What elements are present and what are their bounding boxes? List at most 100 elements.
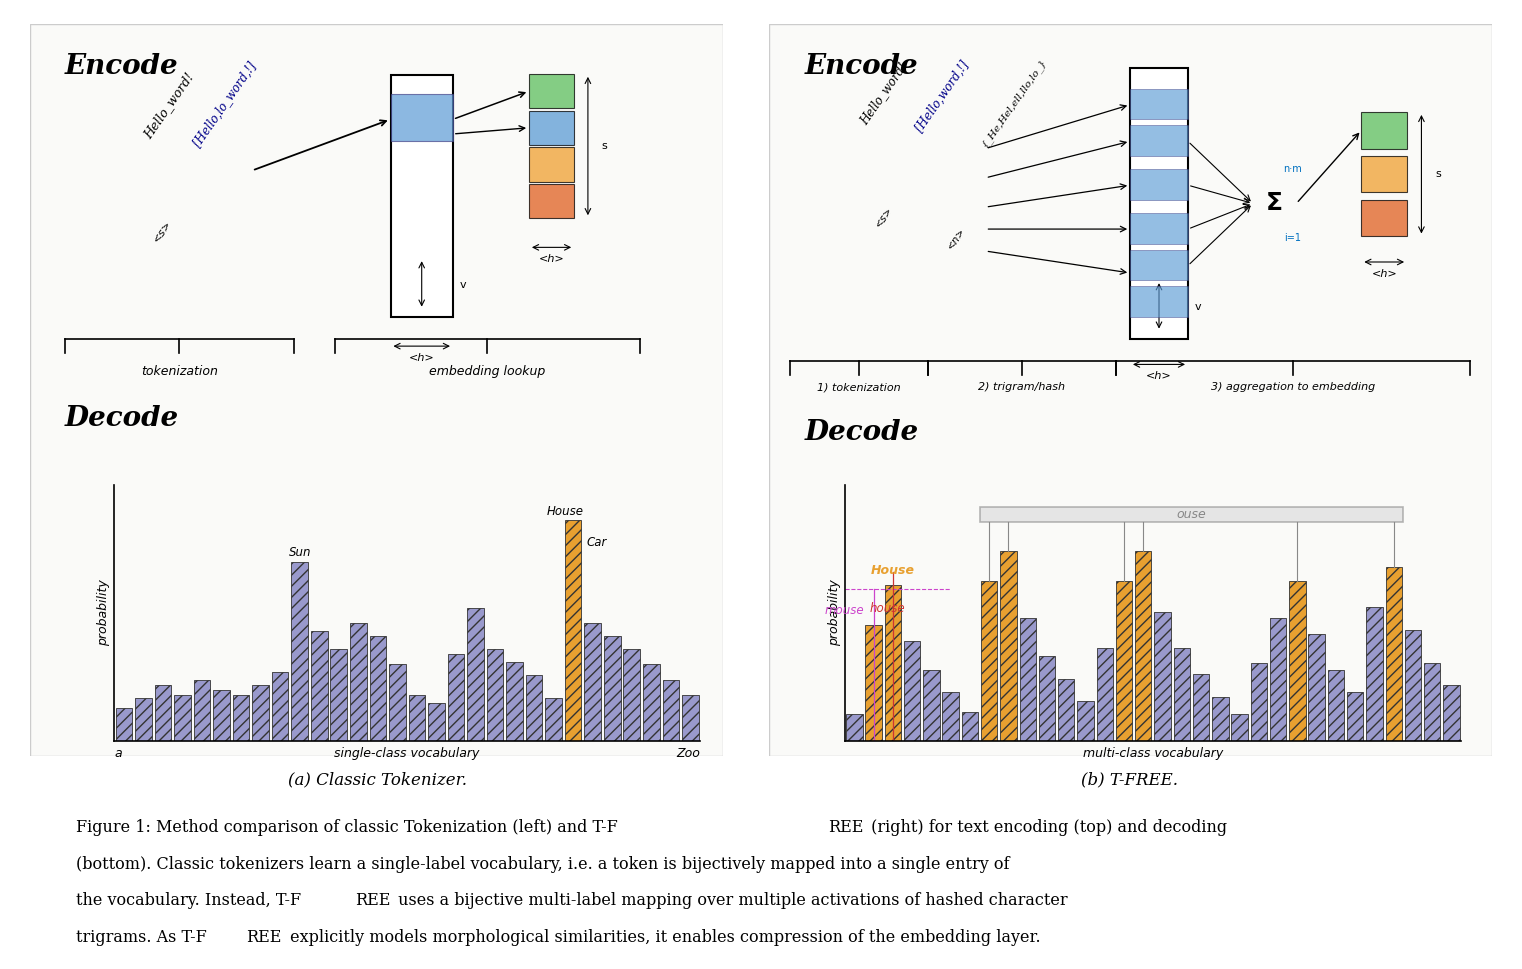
- Text: <n>: <n>: [945, 226, 968, 251]
- Text: house: house: [869, 602, 906, 614]
- Bar: [924, 670, 939, 741]
- Bar: [530, 147, 574, 181]
- Bar: [1362, 200, 1406, 236]
- Bar: [1154, 611, 1170, 741]
- Text: (right) for text encoding (top) and decoding: (right) for text encoding (top) and deco…: [866, 819, 1227, 836]
- Bar: [1096, 647, 1113, 741]
- Text: v: v: [460, 280, 466, 290]
- Bar: [1040, 656, 1055, 741]
- Text: [Hello,word,!]: [Hello,word,!]: [913, 58, 971, 134]
- Bar: [447, 654, 464, 741]
- Bar: [1116, 580, 1132, 741]
- Bar: [408, 695, 425, 741]
- Bar: [174, 695, 190, 741]
- Text: trigrams. As T-F: trigrams. As T-F: [76, 929, 207, 947]
- Bar: [1289, 580, 1306, 741]
- Bar: [1193, 674, 1210, 741]
- Text: Hello_word!: Hello_word!: [142, 71, 196, 141]
- Text: 2) trigram/hash: 2) trigram/hash: [979, 382, 1065, 392]
- Text: REE: REE: [355, 892, 390, 910]
- Bar: [370, 636, 387, 741]
- Bar: [507, 662, 524, 741]
- Text: explicitly models morphological similarities, it enables compression of the embe: explicitly models morphological similari…: [285, 929, 1040, 947]
- Bar: [391, 76, 454, 317]
- Text: the vocabulary. Instead, T-F: the vocabulary. Instead, T-F: [76, 892, 301, 910]
- Text: 1) tokenization: 1) tokenization: [817, 382, 901, 392]
- Text: embedding lookup: embedding lookup: [429, 365, 545, 378]
- Bar: [330, 649, 347, 741]
- Bar: [1129, 88, 1189, 119]
- Text: Encode: Encode: [65, 53, 178, 80]
- Bar: [1020, 618, 1036, 741]
- Bar: [662, 679, 679, 741]
- Text: Car: Car: [587, 536, 607, 549]
- Bar: [193, 679, 210, 741]
- Bar: [1129, 169, 1189, 200]
- Text: REE: REE: [828, 819, 863, 836]
- Bar: [530, 74, 574, 109]
- Bar: [962, 712, 979, 741]
- FancyBboxPatch shape: [30, 24, 723, 756]
- Text: Figure 1: Method comparison of classic Tokenization (left) and T-F: Figure 1: Method comparison of classic T…: [76, 819, 618, 836]
- Bar: [982, 580, 997, 741]
- Bar: [428, 703, 444, 741]
- Bar: [624, 649, 641, 741]
- Text: multi-class vocabulary: multi-class vocabulary: [1082, 747, 1224, 760]
- Text: Decode: Decode: [65, 405, 180, 431]
- Bar: [1135, 551, 1152, 741]
- Bar: [487, 649, 504, 741]
- Bar: [1385, 567, 1402, 741]
- Bar: [530, 147, 574, 181]
- Bar: [272, 672, 289, 741]
- Bar: [604, 636, 621, 741]
- Bar: [530, 184, 574, 218]
- Bar: [682, 695, 699, 741]
- Bar: [530, 110, 574, 145]
- Bar: [530, 110, 574, 145]
- Bar: [1362, 200, 1406, 236]
- Text: <h>: <h>: [409, 353, 435, 362]
- Text: ouse: ouse: [1177, 508, 1207, 521]
- Text: {_He,Hel,ell,llo,lo_}: {_He,Hel,ell,llo,lo_}: [980, 56, 1049, 148]
- Text: Decode: Decode: [805, 420, 919, 447]
- Text: <h>: <h>: [1146, 371, 1172, 381]
- Text: (b) T-FREE.: (b) T-FREE.: [1081, 771, 1178, 789]
- Text: 3) aggregation to embedding: 3) aggregation to embedding: [1210, 382, 1374, 392]
- Bar: [1129, 286, 1189, 317]
- Bar: [884, 585, 901, 741]
- Text: s: s: [601, 141, 607, 151]
- FancyBboxPatch shape: [769, 24, 1492, 756]
- Bar: [1269, 618, 1286, 741]
- Bar: [530, 184, 574, 218]
- Text: i=1: i=1: [1285, 233, 1301, 242]
- Y-axis label: probability: probability: [97, 579, 110, 646]
- Bar: [980, 507, 1403, 522]
- Text: n·m: n·m: [1283, 164, 1303, 174]
- Text: uses a bijective multi-label mapping over multiple activations of hashed charact: uses a bijective multi-label mapping ove…: [393, 892, 1067, 910]
- Bar: [1129, 88, 1189, 119]
- Text: (a) Classic Tokenizer.: (a) Classic Tokenizer.: [288, 771, 467, 789]
- Bar: [1347, 692, 1364, 741]
- Text: s: s: [1435, 170, 1441, 179]
- Bar: [1362, 112, 1406, 148]
- Bar: [942, 692, 959, 741]
- Text: Sun: Sun: [289, 547, 310, 559]
- Bar: [530, 74, 574, 109]
- Text: single-class vocabulary: single-class vocabulary: [335, 747, 479, 760]
- Bar: [1212, 697, 1228, 741]
- Bar: [467, 608, 484, 741]
- Bar: [155, 685, 172, 741]
- Bar: [904, 641, 921, 741]
- Text: <s>: <s>: [151, 218, 174, 244]
- Bar: [1425, 663, 1440, 741]
- Bar: [1362, 156, 1406, 193]
- Bar: [1058, 678, 1075, 741]
- Bar: [1129, 169, 1189, 200]
- Text: a: a: [114, 747, 122, 760]
- Text: Hello_word!: Hello_word!: [858, 60, 910, 127]
- Bar: [642, 665, 659, 741]
- Bar: [1129, 250, 1189, 280]
- Bar: [310, 631, 327, 741]
- Text: (bottom). Classic tokenizers learn a single-label vocabulary, i.e. a token is bi: (bottom). Classic tokenizers learn a sin…: [76, 856, 1009, 873]
- Bar: [233, 695, 250, 741]
